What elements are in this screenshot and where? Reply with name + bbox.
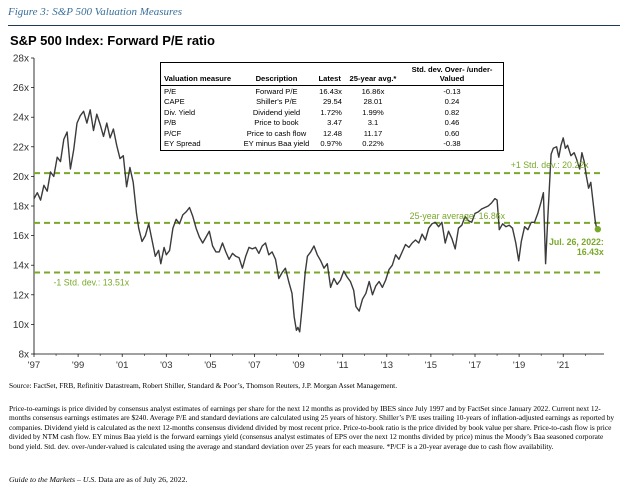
valuation-table-cell: 12.48 [322,128,342,138]
header-description: Description [238,62,315,86]
valuation-table-cell: 3.47 [327,118,342,128]
valuation-table-row: Div. Yield Dividend yield 1.72% 1.99% 0.82 [161,107,504,118]
valuation-table-cell: Price to cash flow [246,128,307,138]
valuation-table-cell: P/CF [164,128,182,138]
y-tick-label: 20x [13,172,29,183]
x-tick-label: '13 [381,360,393,371]
latest-point-marker [594,226,602,233]
valuation-table-cell: 0.97% [320,139,342,149]
valuation-table-cell: 29.54 [322,97,342,107]
x-tick-label: '07 [248,360,260,371]
y-tick-label: 8x [18,350,29,361]
valuation-table-cell: 0.22% [362,139,384,149]
y-tick-label: 26x [13,83,29,94]
valuation-table-cell: 0.60 [444,128,460,138]
valuation-table-cell: P/B [164,118,177,128]
header-measure: Valuation measure [160,62,239,86]
valuation-table-cell: Shiller's P/E [256,97,297,107]
header-latest: Latest [314,62,345,86]
x-tick-label: '11 [337,360,349,371]
valuation-table-row: P/B Price to book 3.47 3.1 0.46 [161,118,504,129]
footer-asof: Data are as of July 26, 2022. [96,475,188,484]
valuation-table-cell: 0.46 [444,118,460,128]
header-stddev: Std. dev. Over- /under-Valued [401,62,504,86]
y-tick-label: 28x [13,54,29,65]
top-divider [8,25,620,26]
x-tick-label: '03 [160,360,172,371]
valuation-table-cell: 3.1 [367,118,379,128]
y-tick-label: 10x [13,320,29,331]
source-note: Source: FactSet, FRB, Refinitiv Datastre… [9,381,398,390]
pe-ratio-chart: 8x 10x 12x 14x 16x 18x 20x 22x 24x 26x 28x '97 '99 '0… [13,54,604,371]
chart-title: S&P 500 Index: Forward P/E ratio [10,33,215,48]
methodology-notes: Price-to-earnings is price divided by co… [9,404,615,451]
valuation-table-cell: Dividend yield [252,107,301,117]
valuation-table-row: CAPE Shiller's P/E 29.54 28.01 0.24 [161,97,504,108]
valuation-table-cell: Div. Yield [164,107,196,117]
reference-line-label: 25-year average: 16.86x [410,211,506,221]
figure-title: Figure 3: S&P 500 Valuation Measures [8,6,183,18]
valuation-table-row: P/CF Price to cash flow 12.48 11.17 0.60 [161,128,504,139]
valuation-table-cell: 0.24 [444,97,460,107]
valuation-table-cell: 1.72% [320,107,342,117]
y-tick-label: 14x [13,261,29,272]
reference-line-label: -1 Std. dev.: 13.51x [54,277,130,287]
valuation-table-cell: CAPE [164,97,185,107]
header-avg: 25-year avg.* [344,62,401,86]
valuation-table-cell: Price to book [254,118,299,128]
x-tick-label: '05 [204,360,216,371]
valuation-table-header: Valuation measure Description Latest 25-… [160,62,504,86]
valuation-table-cell: -0.38 [443,139,461,149]
valuation-table: Valuation measure Description Latest 25-… [160,62,504,151]
footer: Guide to the Markets – U.S. Data are as … [9,475,187,484]
valuation-table-cell: EY minus Baa yield [243,139,310,149]
valuation-table-cell: P/E [164,86,177,96]
valuation-table-row: P/E Forward P/E 16.43x 16.86x -0.13 [161,86,504,97]
y-tick-label: 12x [13,290,29,301]
valuation-table-cell: 28.01 [363,97,383,107]
valuation-table-cell: 0.82 [444,107,460,117]
valuation-table-cell: -0.13 [443,86,461,96]
pe-series-line [33,109,599,333]
valuation-table-cell: 11.17 [363,128,383,138]
reference-line-label: +1 Std. dev.: 20.22x [511,160,589,170]
y-tick-label: 24x [13,113,29,124]
x-tick-label: '97 [28,360,40,371]
valuation-table-cell: 16.43x [319,86,342,96]
valuation-table-cell: Forward P/E [255,86,298,96]
valuation-table-cell: 1.99% [362,107,384,117]
x-tick-label: '15 [425,360,437,371]
x-tick-label: '01 [116,360,128,371]
valuation-table-cell: 16.86x [361,86,385,96]
x-tick-label: '19 [513,360,525,371]
valuation-table-cell: EY Spread [164,139,201,149]
x-tick-label: '09 [292,360,304,371]
x-tick-label: '21 [557,360,569,371]
footer-guide: Guide to the Markets – U.S. [9,475,97,484]
x-tick-label: '17 [469,360,481,371]
latest-point-label-value: 16.43x [577,247,604,257]
latest-point-label-date: Jul. 26, 2022: [549,237,604,247]
valuation-table-row: EY Spread EY minus Baa yield 0.97% 0.22% -0.… [161,139,504,150]
x-tick-label: '99 [72,360,84,371]
y-tick-label: 18x [13,202,29,213]
y-tick-label: 16x [13,231,29,242]
y-tick-label: 22x [13,142,29,153]
